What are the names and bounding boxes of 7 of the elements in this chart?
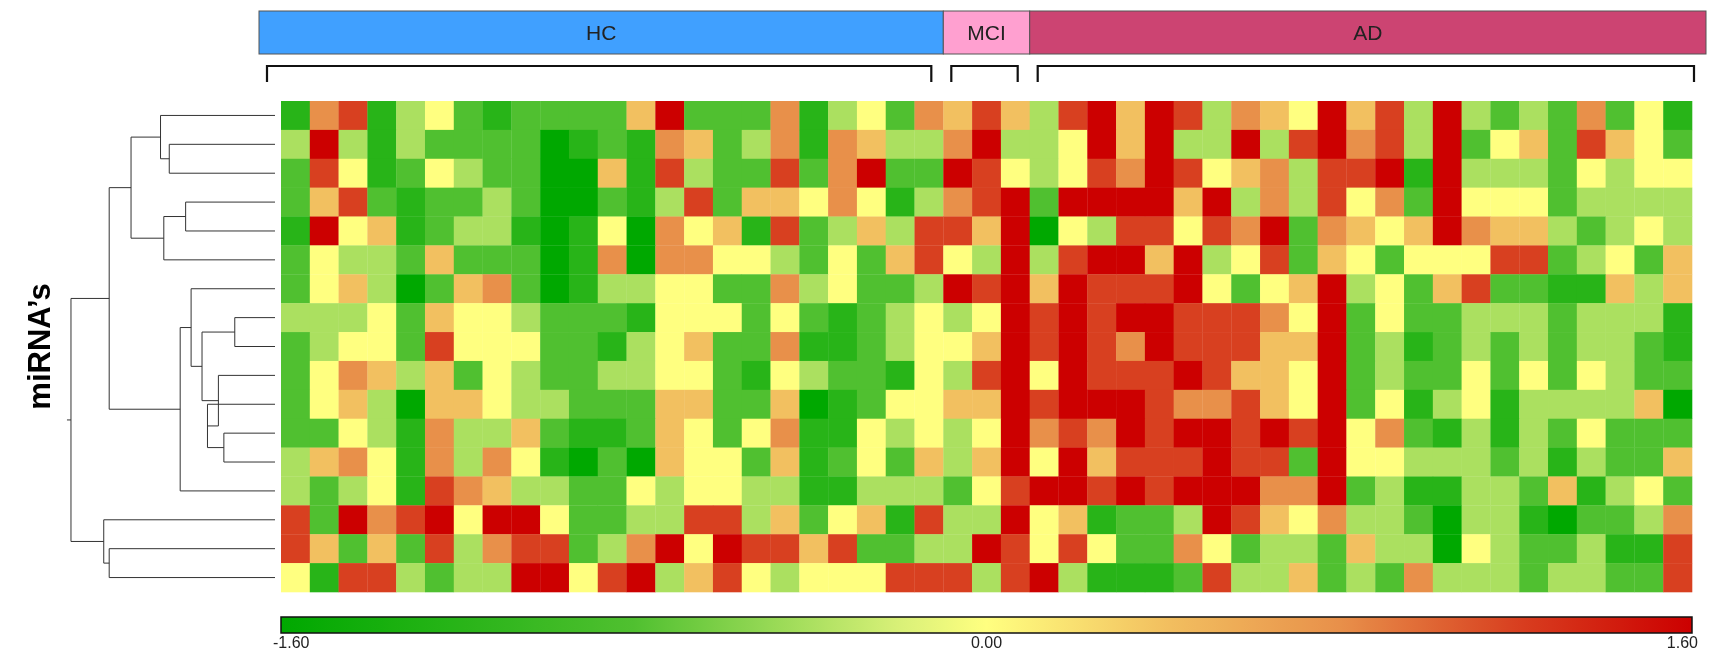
color-bar-label: -1.60 [273, 634, 310, 651]
text: MCI [967, 21, 1006, 45]
text: miRNA’s [22, 283, 57, 410]
color-bar-label: 1.60 [1666, 634, 1699, 651]
color-bar-label: 0.00 [970, 634, 1003, 651]
text: AD [1353, 21, 1383, 45]
text: HC [585, 21, 617, 45]
